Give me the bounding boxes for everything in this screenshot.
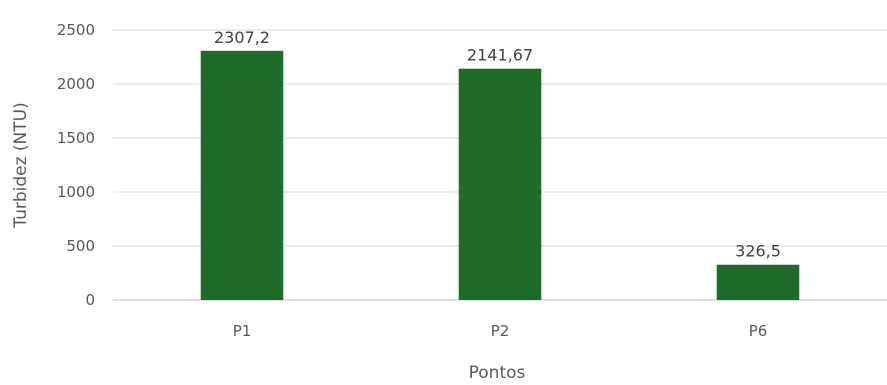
y-tick-label: 0 <box>85 291 95 309</box>
data-label-p6: 326,5 <box>735 242 781 261</box>
x-tick-label: P2 <box>491 322 510 340</box>
data-label-p2: 2141,67 <box>467 46 533 65</box>
bar-p6 <box>716 264 800 300</box>
y-tick-label: 2500 <box>57 21 95 39</box>
x-axis-ticks: P1 P2 P6 <box>233 322 768 340</box>
data-labels: 2307,2 2141,67 326,5 <box>214 28 781 261</box>
y-tick-label: 1000 <box>57 183 95 201</box>
x-tick-label: P1 <box>233 322 252 340</box>
y-tick-label: 500 <box>66 237 95 255</box>
data-label-p1: 2307,2 <box>214 28 270 47</box>
y-axis-ticks: 0 500 1000 1500 2000 2500 <box>57 21 95 309</box>
bar-p1 <box>200 50 284 300</box>
y-axis-title: Turbidez (NTU) <box>11 102 31 228</box>
x-axis-title: Pontos <box>469 363 526 381</box>
bar-p2 <box>458 68 542 300</box>
y-tick-label: 1500 <box>57 129 95 147</box>
x-tick-label: P6 <box>749 322 768 340</box>
y-tick-label: 2000 <box>57 75 95 93</box>
bars <box>200 50 800 300</box>
